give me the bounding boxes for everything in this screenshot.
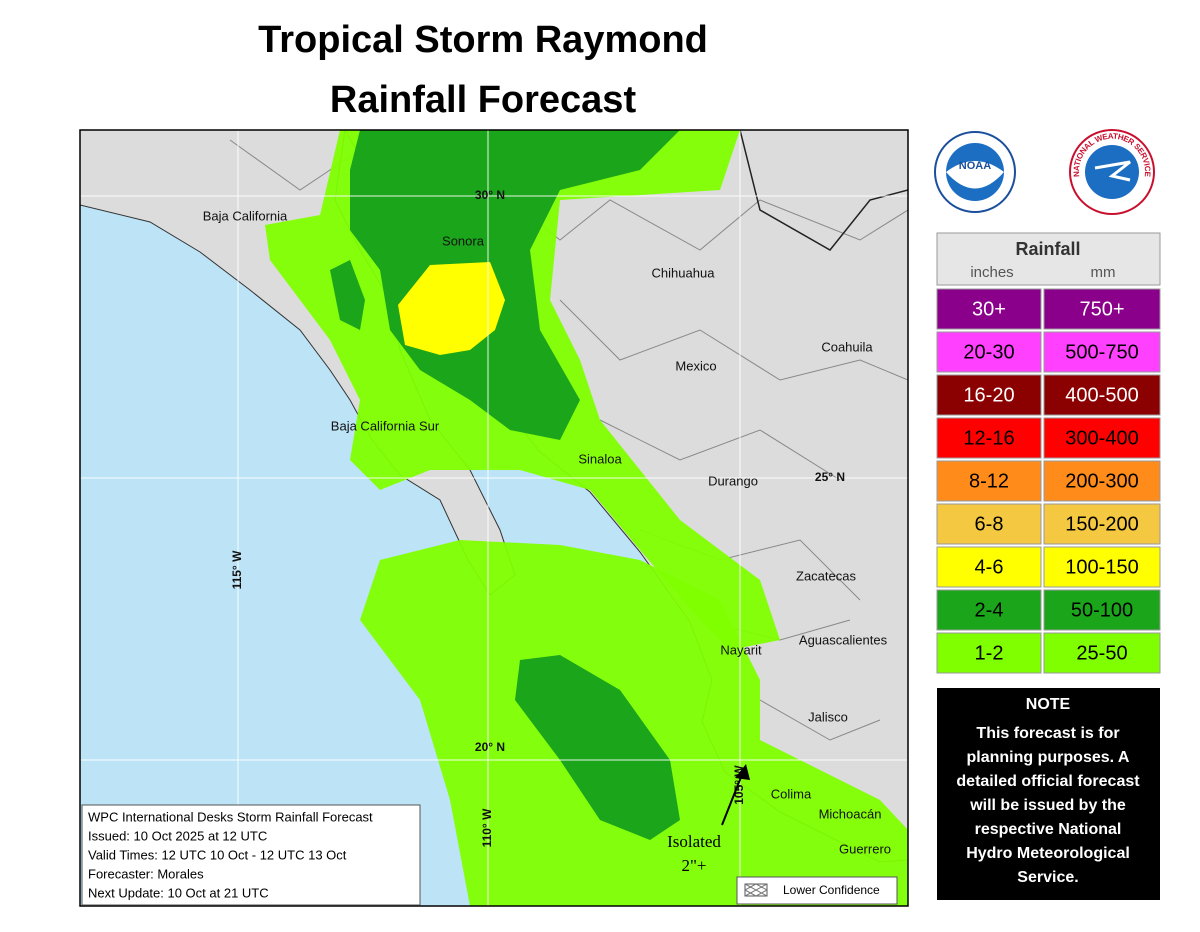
- legend-label: 750+: [1079, 298, 1124, 320]
- legend: Rainfall inches mm 30+ 750+ 20-30 500-750 16…: [936, 232, 1161, 674]
- confidence-label: Lower Confidence: [783, 883, 880, 897]
- note-line: This forecast is for: [976, 725, 1119, 742]
- logo-text: NOAA: [959, 160, 991, 172]
- region-label: Jalisco: [808, 709, 848, 724]
- legend-swatch: [1043, 288, 1161, 330]
- legend-label: 2-4: [975, 599, 1004, 621]
- title: Tropical Storm Raymond: [258, 19, 708, 61]
- legend-label: 4-6: [975, 556, 1004, 578]
- grid-label: 110° W: [480, 808, 494, 847]
- region-label: Zacatecas: [796, 568, 856, 583]
- region-label: Guerrero: [839, 841, 891, 856]
- legend-swatch: [1043, 589, 1161, 631]
- legend-label: 1-2: [975, 642, 1004, 664]
- legend-swatch: [936, 288, 1042, 330]
- legend-label: 6-8: [975, 513, 1004, 535]
- legend-label: 25-50: [1076, 642, 1127, 664]
- hatch: [744, 883, 768, 897]
- legend-swatch: [1043, 632, 1161, 674]
- legend-label: 50-100: [1071, 599, 1133, 621]
- legend-label: 100-150: [1065, 556, 1138, 578]
- region-label: Nayarit: [720, 642, 762, 657]
- legend-swatch: [1043, 546, 1161, 588]
- title: Rainfall Forecast: [330, 79, 637, 121]
- legend-label: 150-200: [1065, 513, 1138, 535]
- note-line: planning purposes. A: [967, 749, 1130, 766]
- legend-label: 8-12: [969, 470, 1009, 492]
- note: NOTE This forecast is for planning purpos…: [937, 688, 1160, 900]
- note-box: [937, 688, 1160, 900]
- grid-label: 115° W: [230, 550, 244, 589]
- map: Baja California Sonora Chihuahua Coahuil…: [79, 129, 909, 907]
- info-line: Next Update: 10 Oct at 21 UTC: [88, 885, 269, 900]
- legend-unit: mm: [1091, 264, 1116, 281]
- note-title: NOTE: [1026, 696, 1071, 713]
- legend-swatch: [1043, 331, 1161, 373]
- legend-label: 500-750: [1065, 341, 1138, 363]
- annotation: Isolated: [667, 832, 721, 851]
- legend-swatch: [1043, 460, 1161, 502]
- note-line: will be issued by the: [969, 797, 1126, 814]
- region-label: Sinaloa: [578, 451, 622, 466]
- noaa-logo: NOAA: [934, 131, 1016, 213]
- note-line: respective National: [975, 821, 1122, 838]
- info-line: Issued: 10 Oct 2025 at 12 UTC: [88, 828, 267, 843]
- legend-title: Rainfall: [1015, 239, 1080, 259]
- legend-label: 200-300: [1065, 470, 1138, 492]
- region-label: Chihuahua: [652, 265, 716, 280]
- region-label: Baja California Sur: [331, 418, 440, 433]
- info-box: [81, 804, 421, 906]
- legend-swatch: [1043, 374, 1161, 416]
- arrow-head: [735, 764, 750, 780]
- region-label: Coahuila: [821, 339, 873, 354]
- legend-swatch: [1043, 503, 1161, 545]
- legend-swatch: [936, 503, 1042, 545]
- legend-swatch: [936, 632, 1042, 674]
- note-line: detailed official forecast: [956, 773, 1140, 790]
- note-line: Service.: [1017, 869, 1078, 886]
- legend-label: 12-16: [963, 427, 1014, 449]
- legend-swatch: [936, 331, 1042, 373]
- region-label: Michoacán: [819, 806, 882, 821]
- info-line: Valid Times: 12 UTC 10 Oct - 12 UTC 13 O…: [88, 847, 347, 862]
- legend-swatch: [936, 417, 1042, 459]
- legend-swatch: [936, 374, 1042, 416]
- arrow: [721, 771, 744, 826]
- info-line: WPC International Desks Storm Rainfall F…: [88, 809, 373, 824]
- legend-unit: inches: [970, 264, 1013, 281]
- legend-label: 300-400: [1065, 427, 1138, 449]
- annotation: 2"+: [681, 856, 706, 875]
- note-line: Hydro Meteorological: [966, 845, 1130, 862]
- nws-logo: NATIONAL WEATHER SERVICE: [1069, 129, 1155, 215]
- legend-header: [936, 232, 1161, 286]
- region-label: Baja California: [203, 208, 288, 223]
- legend-label: 30+: [972, 298, 1006, 320]
- region-label: Sonora: [442, 233, 485, 248]
- legend-swatch: [936, 546, 1042, 588]
- region-label: Durango: [708, 473, 758, 488]
- grid-label: 30° N: [475, 188, 505, 202]
- legend-swatch: [936, 460, 1042, 502]
- legend-label: 16-20: [963, 384, 1014, 406]
- legend-label: 20-30: [963, 341, 1014, 363]
- info-line: Forecaster: Morales: [88, 866, 204, 881]
- region-label: Colima: [771, 786, 812, 801]
- grid-label: 20° N: [475, 740, 505, 754]
- legend-label: 400-500: [1065, 384, 1138, 406]
- legend-swatch: [1043, 417, 1161, 459]
- region-label: Mexico: [675, 358, 716, 373]
- legend-swatch: [936, 589, 1042, 631]
- grid-label: 25° N: [815, 470, 845, 484]
- region-label: Aguascalientes: [799, 632, 888, 647]
